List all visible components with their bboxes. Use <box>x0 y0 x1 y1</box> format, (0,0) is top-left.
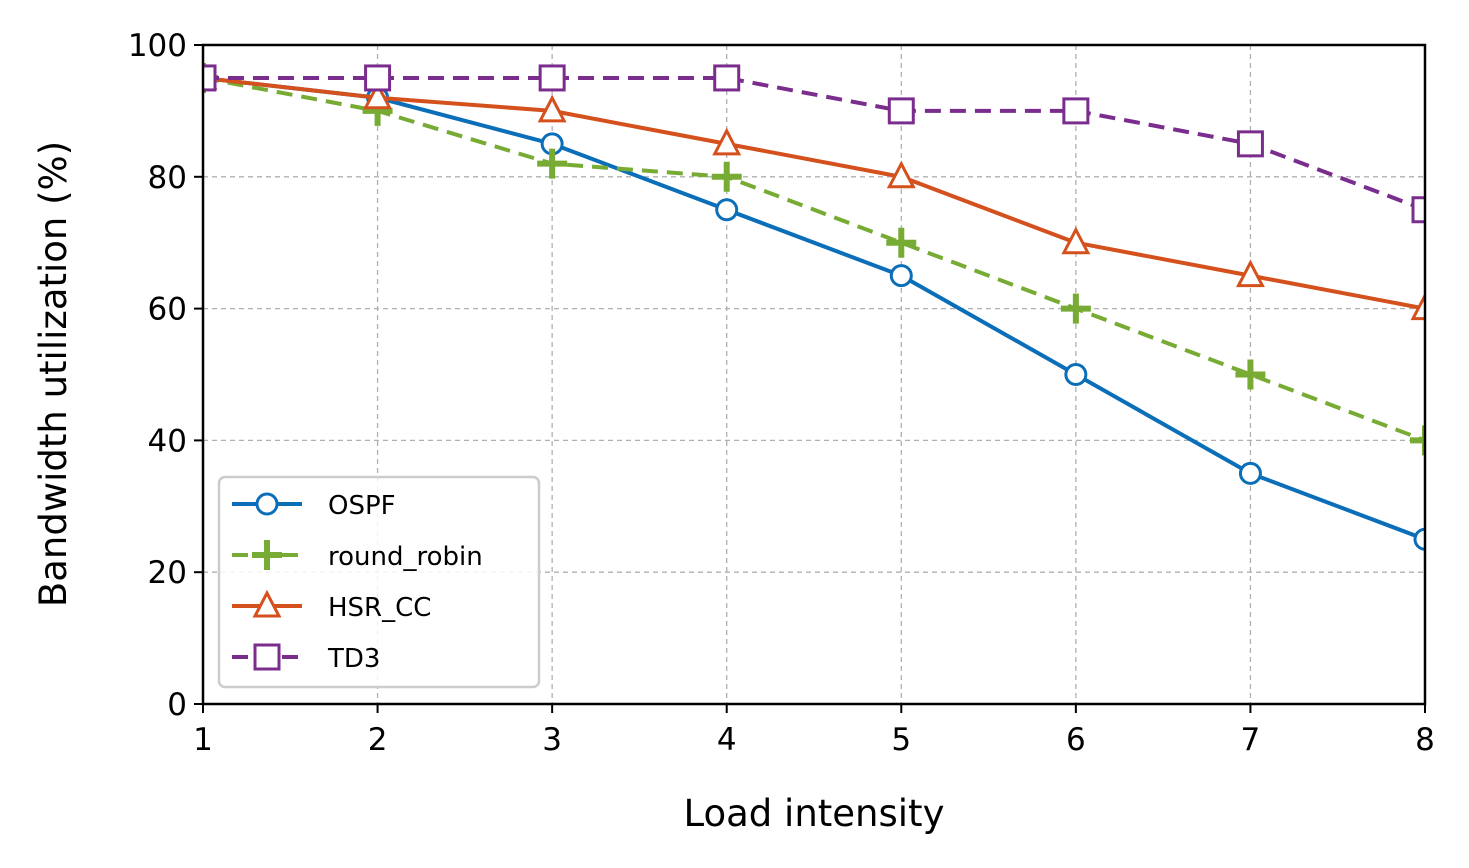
legend-marker <box>252 540 282 570</box>
data-point-marker <box>1410 425 1425 456</box>
x-tick-label: 7 <box>1241 722 1261 758</box>
legend-item: round_robin <box>232 540 483 572</box>
data-point-marker <box>1060 293 1091 324</box>
data-point-marker <box>537 148 568 179</box>
legend-marker <box>252 589 282 618</box>
series-line <box>203 75 1425 443</box>
series-hsr-cc <box>203 61 1425 321</box>
data-point-marker <box>1062 97 1090 125</box>
data-point-marker <box>712 127 742 156</box>
series-line <box>203 75 1425 212</box>
data-point-marker <box>711 161 742 192</box>
legend-item: TD3 <box>232 643 380 674</box>
x-tick-label: 5 <box>891 722 911 758</box>
legend-label: OSPF <box>328 491 396 521</box>
series-layer <box>203 61 1425 551</box>
x-axis-title: Load intensity <box>684 792 945 835</box>
data-point-marker <box>1236 130 1264 158</box>
legend-marker <box>253 643 281 671</box>
plot-frame <box>201 43 1427 706</box>
x-tick-label: 2 <box>368 722 388 758</box>
data-point-marker <box>889 264 913 288</box>
data-point-marker <box>1235 359 1266 390</box>
legend-item: OSPF <box>232 491 396 521</box>
data-point-marker <box>363 81 393 110</box>
legend-label: TD3 <box>327 644 380 674</box>
legend-frame <box>217 475 541 689</box>
data-point-marker <box>203 64 217 92</box>
data-point-marker <box>364 64 392 92</box>
data-point-marker <box>538 64 566 92</box>
series-td3 <box>203 64 1425 224</box>
data-point-marker <box>1413 527 1425 551</box>
y-axis-title: Bandwidth utilization (%) <box>32 141 75 607</box>
y-tick-label: 100 <box>128 28 187 64</box>
y-tick-label: 0 <box>167 687 187 723</box>
legend-label: round_robin <box>328 542 483 572</box>
legend-label: HSR_CC <box>328 593 431 623</box>
data-point-marker <box>537 94 567 123</box>
y-tick-label: 80 <box>148 160 187 196</box>
x-tick-label: 6 <box>1066 722 1086 758</box>
data-point-marker <box>1235 259 1265 288</box>
y-tick-label: 20 <box>148 555 187 591</box>
x-tick-label: 3 <box>542 722 562 758</box>
data-point-marker <box>1238 461 1262 485</box>
y-tick-label: 60 <box>148 292 187 328</box>
series-line <box>203 75 1425 311</box>
data-point-marker <box>887 97 915 125</box>
data-point-marker <box>715 198 739 222</box>
data-point-marker <box>1064 363 1088 386</box>
legend-item: HSR_CC <box>232 589 431 623</box>
x-tick-label: 1 <box>193 722 213 758</box>
legend: OSPF round_robin HSR_CC TD3 <box>217 475 541 689</box>
x-tick-label: 4 <box>717 722 737 758</box>
data-point-marker <box>1061 226 1091 255</box>
data-point-marker <box>886 160 916 189</box>
series-round-robin <box>203 62 1425 456</box>
x-tick-label: 8 <box>1415 722 1435 758</box>
data-point-marker <box>713 64 741 92</box>
data-point-marker <box>1411 196 1425 224</box>
legend-marker <box>255 492 279 516</box>
data-point-marker <box>886 227 917 258</box>
series-line <box>203 75 1425 542</box>
data-point-marker <box>1410 292 1425 321</box>
y-tick-label: 40 <box>148 423 187 459</box>
